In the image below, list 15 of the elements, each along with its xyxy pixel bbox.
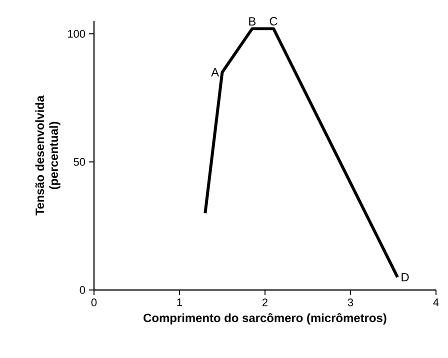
y-tick-label: 0	[80, 286, 86, 294]
x-tick-label: 3	[348, 298, 354, 306]
x-axis-title: Comprimento do sarcômero (micrômetros)	[144, 313, 386, 325]
y-tick-label: 50	[74, 158, 86, 166]
x-tick-label: 0	[91, 298, 97, 306]
annotation: D	[402, 273, 409, 282]
x-tick-label: 1	[177, 298, 182, 306]
x-tick-label: 4	[433, 298, 439, 306]
y-tick-label: 100	[68, 30, 86, 38]
annotation: B	[249, 17, 256, 26]
annotation: A	[211, 68, 220, 76]
y-axis-title: Tensão desenvolvida (percentual)	[35, 95, 60, 216]
x-tick-label: 2	[262, 298, 268, 306]
annotation: C	[270, 17, 278, 26]
line-series	[204, 27, 400, 279]
